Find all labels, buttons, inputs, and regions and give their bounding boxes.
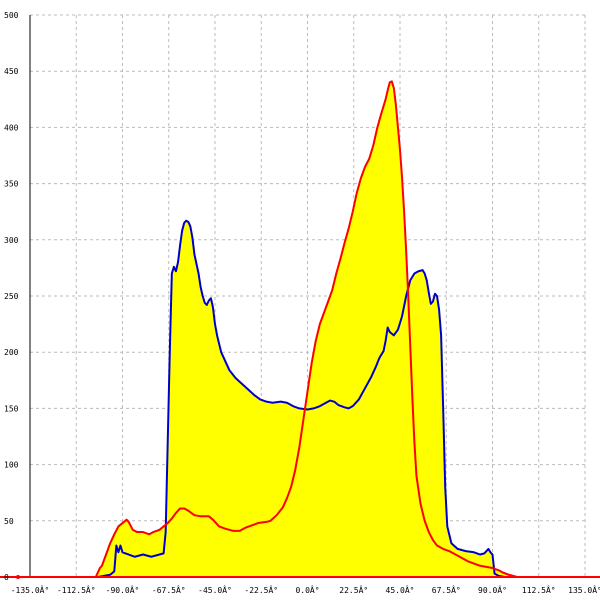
area-fill bbox=[95, 81, 518, 577]
y-tick-label: 100 bbox=[4, 461, 19, 470]
x-tick-label: 112.5Â° bbox=[522, 584, 556, 595]
y-tick-label: 300 bbox=[4, 236, 19, 245]
series-line-1 bbox=[97, 219, 506, 578]
x-tick-label: -112.5Â° bbox=[57, 584, 96, 595]
x-tick-label: 90.0Â° bbox=[478, 584, 507, 595]
series-line-2 bbox=[94, 80, 518, 578]
x-tick-label: 67.5Â° bbox=[432, 584, 461, 595]
x-tick-label: -135.0Â° bbox=[11, 584, 50, 595]
y-tick-label: 400 bbox=[4, 123, 19, 132]
y-tick-label: 50 bbox=[4, 517, 14, 526]
y-tick-label: 350 bbox=[4, 180, 19, 189]
baseline-marker bbox=[16, 575, 20, 579]
y-tick-label: 250 bbox=[4, 292, 19, 301]
x-tick-label: 135.0Â° bbox=[568, 584, 600, 595]
x-tick-label: -90.0Â° bbox=[106, 584, 140, 595]
y-tick-label: 200 bbox=[4, 348, 19, 357]
y-axis-tick-labels: 0 50 100 150 200 250 300 350 400 450 500 bbox=[4, 11, 19, 582]
x-axis-tick-labels: -135.0Â° -112.5Â° -90.0Â° -67.5Â° -45.0Â° -22… bbox=[11, 584, 600, 595]
y-tick-label: 450 bbox=[4, 67, 19, 76]
x-tick-label: -22.5Â° bbox=[244, 584, 278, 595]
y-tick-label: 150 bbox=[4, 404, 19, 413]
x-tick-label: -67.5Â° bbox=[152, 584, 186, 595]
series-lines bbox=[0, 80, 600, 579]
filled-area bbox=[95, 81, 518, 577]
y-tick-label: 500 bbox=[4, 11, 19, 20]
y-tick-label: 0 bbox=[4, 573, 9, 582]
x-tick-label: -45.0Â° bbox=[198, 584, 232, 595]
x-tick-label: 0.0Â° bbox=[295, 584, 319, 595]
x-tick-label: 22.5Â° bbox=[339, 584, 368, 595]
x-tick-label: 45.0Â° bbox=[386, 584, 415, 595]
